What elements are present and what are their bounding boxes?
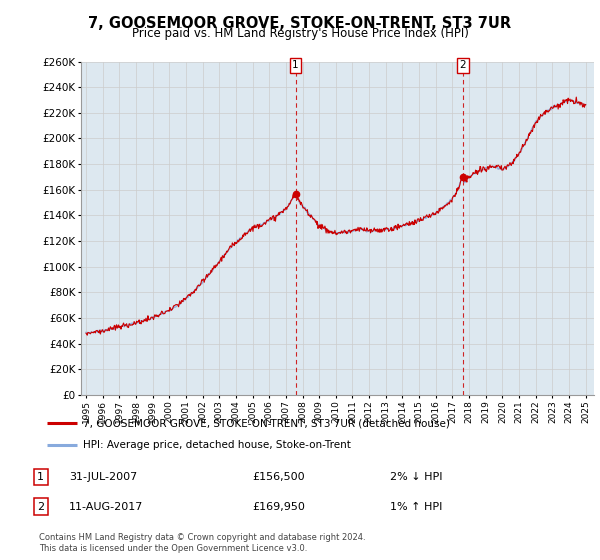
Text: £156,500: £156,500 [252,472,305,482]
Text: 7, GOOSEMOOR GROVE, STOKE-ON-TRENT, ST3 7UR (detached house): 7, GOOSEMOOR GROVE, STOKE-ON-TRENT, ST3 … [83,418,450,428]
Text: 7, GOOSEMOOR GROVE, STOKE-ON-TRENT, ST3 7UR: 7, GOOSEMOOR GROVE, STOKE-ON-TRENT, ST3 … [88,16,512,31]
Text: 1: 1 [37,472,44,482]
Text: 31-JUL-2007: 31-JUL-2007 [69,472,137,482]
Text: £169,950: £169,950 [252,502,305,512]
Text: HPI: Average price, detached house, Stoke-on-Trent: HPI: Average price, detached house, Stok… [83,440,351,450]
Text: 1% ↑ HPI: 1% ↑ HPI [390,502,442,512]
Text: Contains HM Land Registry data © Crown copyright and database right 2024.
This d: Contains HM Land Registry data © Crown c… [39,533,365,553]
Text: 2% ↓ HPI: 2% ↓ HPI [390,472,443,482]
Text: Price paid vs. HM Land Registry's House Price Index (HPI): Price paid vs. HM Land Registry's House … [131,27,469,40]
Text: 11-AUG-2017: 11-AUG-2017 [69,502,143,512]
Text: 2: 2 [459,60,466,71]
Text: 2: 2 [37,502,44,512]
Text: 1: 1 [292,60,299,71]
